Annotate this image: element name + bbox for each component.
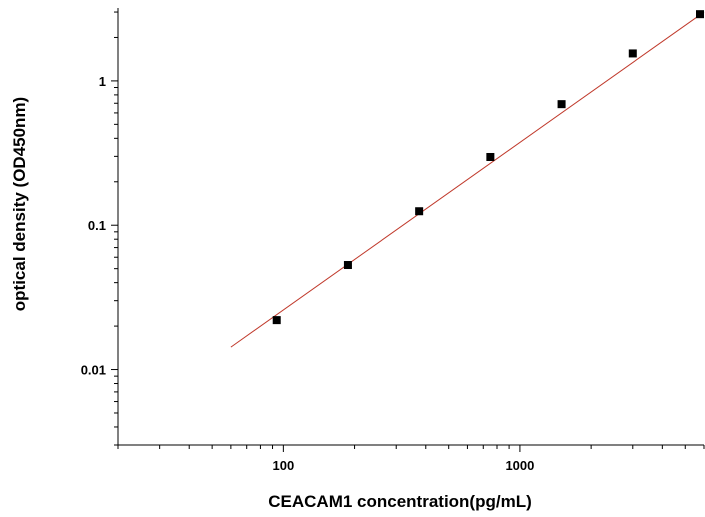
x-axis-title: CEACAM1 concentration(pg/mL) <box>268 492 532 511</box>
y-axis-title: optical density (OD450nm) <box>10 97 29 311</box>
y-ticks <box>111 11 118 446</box>
data-point <box>557 100 566 109</box>
data-points <box>272 10 704 325</box>
data-point <box>628 49 637 58</box>
x-ticks <box>117 445 705 452</box>
fit-line <box>230 11 705 348</box>
y-tick-label: 0.01 <box>81 363 106 378</box>
axes <box>117 8 704 446</box>
x-tick-label: 100 <box>273 458 295 473</box>
y-tick-labels: 0.01 0.1 1 <box>81 74 106 378</box>
data-point <box>696 10 704 19</box>
data-point <box>272 316 281 325</box>
y-tick-label: 0.1 <box>88 218 106 233</box>
data-point <box>415 207 424 216</box>
data-point <box>343 261 352 270</box>
y-tick-label: 1 <box>99 74 106 89</box>
x-tick-labels: 100 1000 <box>273 458 535 473</box>
x-tick-label: 1000 <box>505 458 534 473</box>
data-point <box>486 152 495 161</box>
